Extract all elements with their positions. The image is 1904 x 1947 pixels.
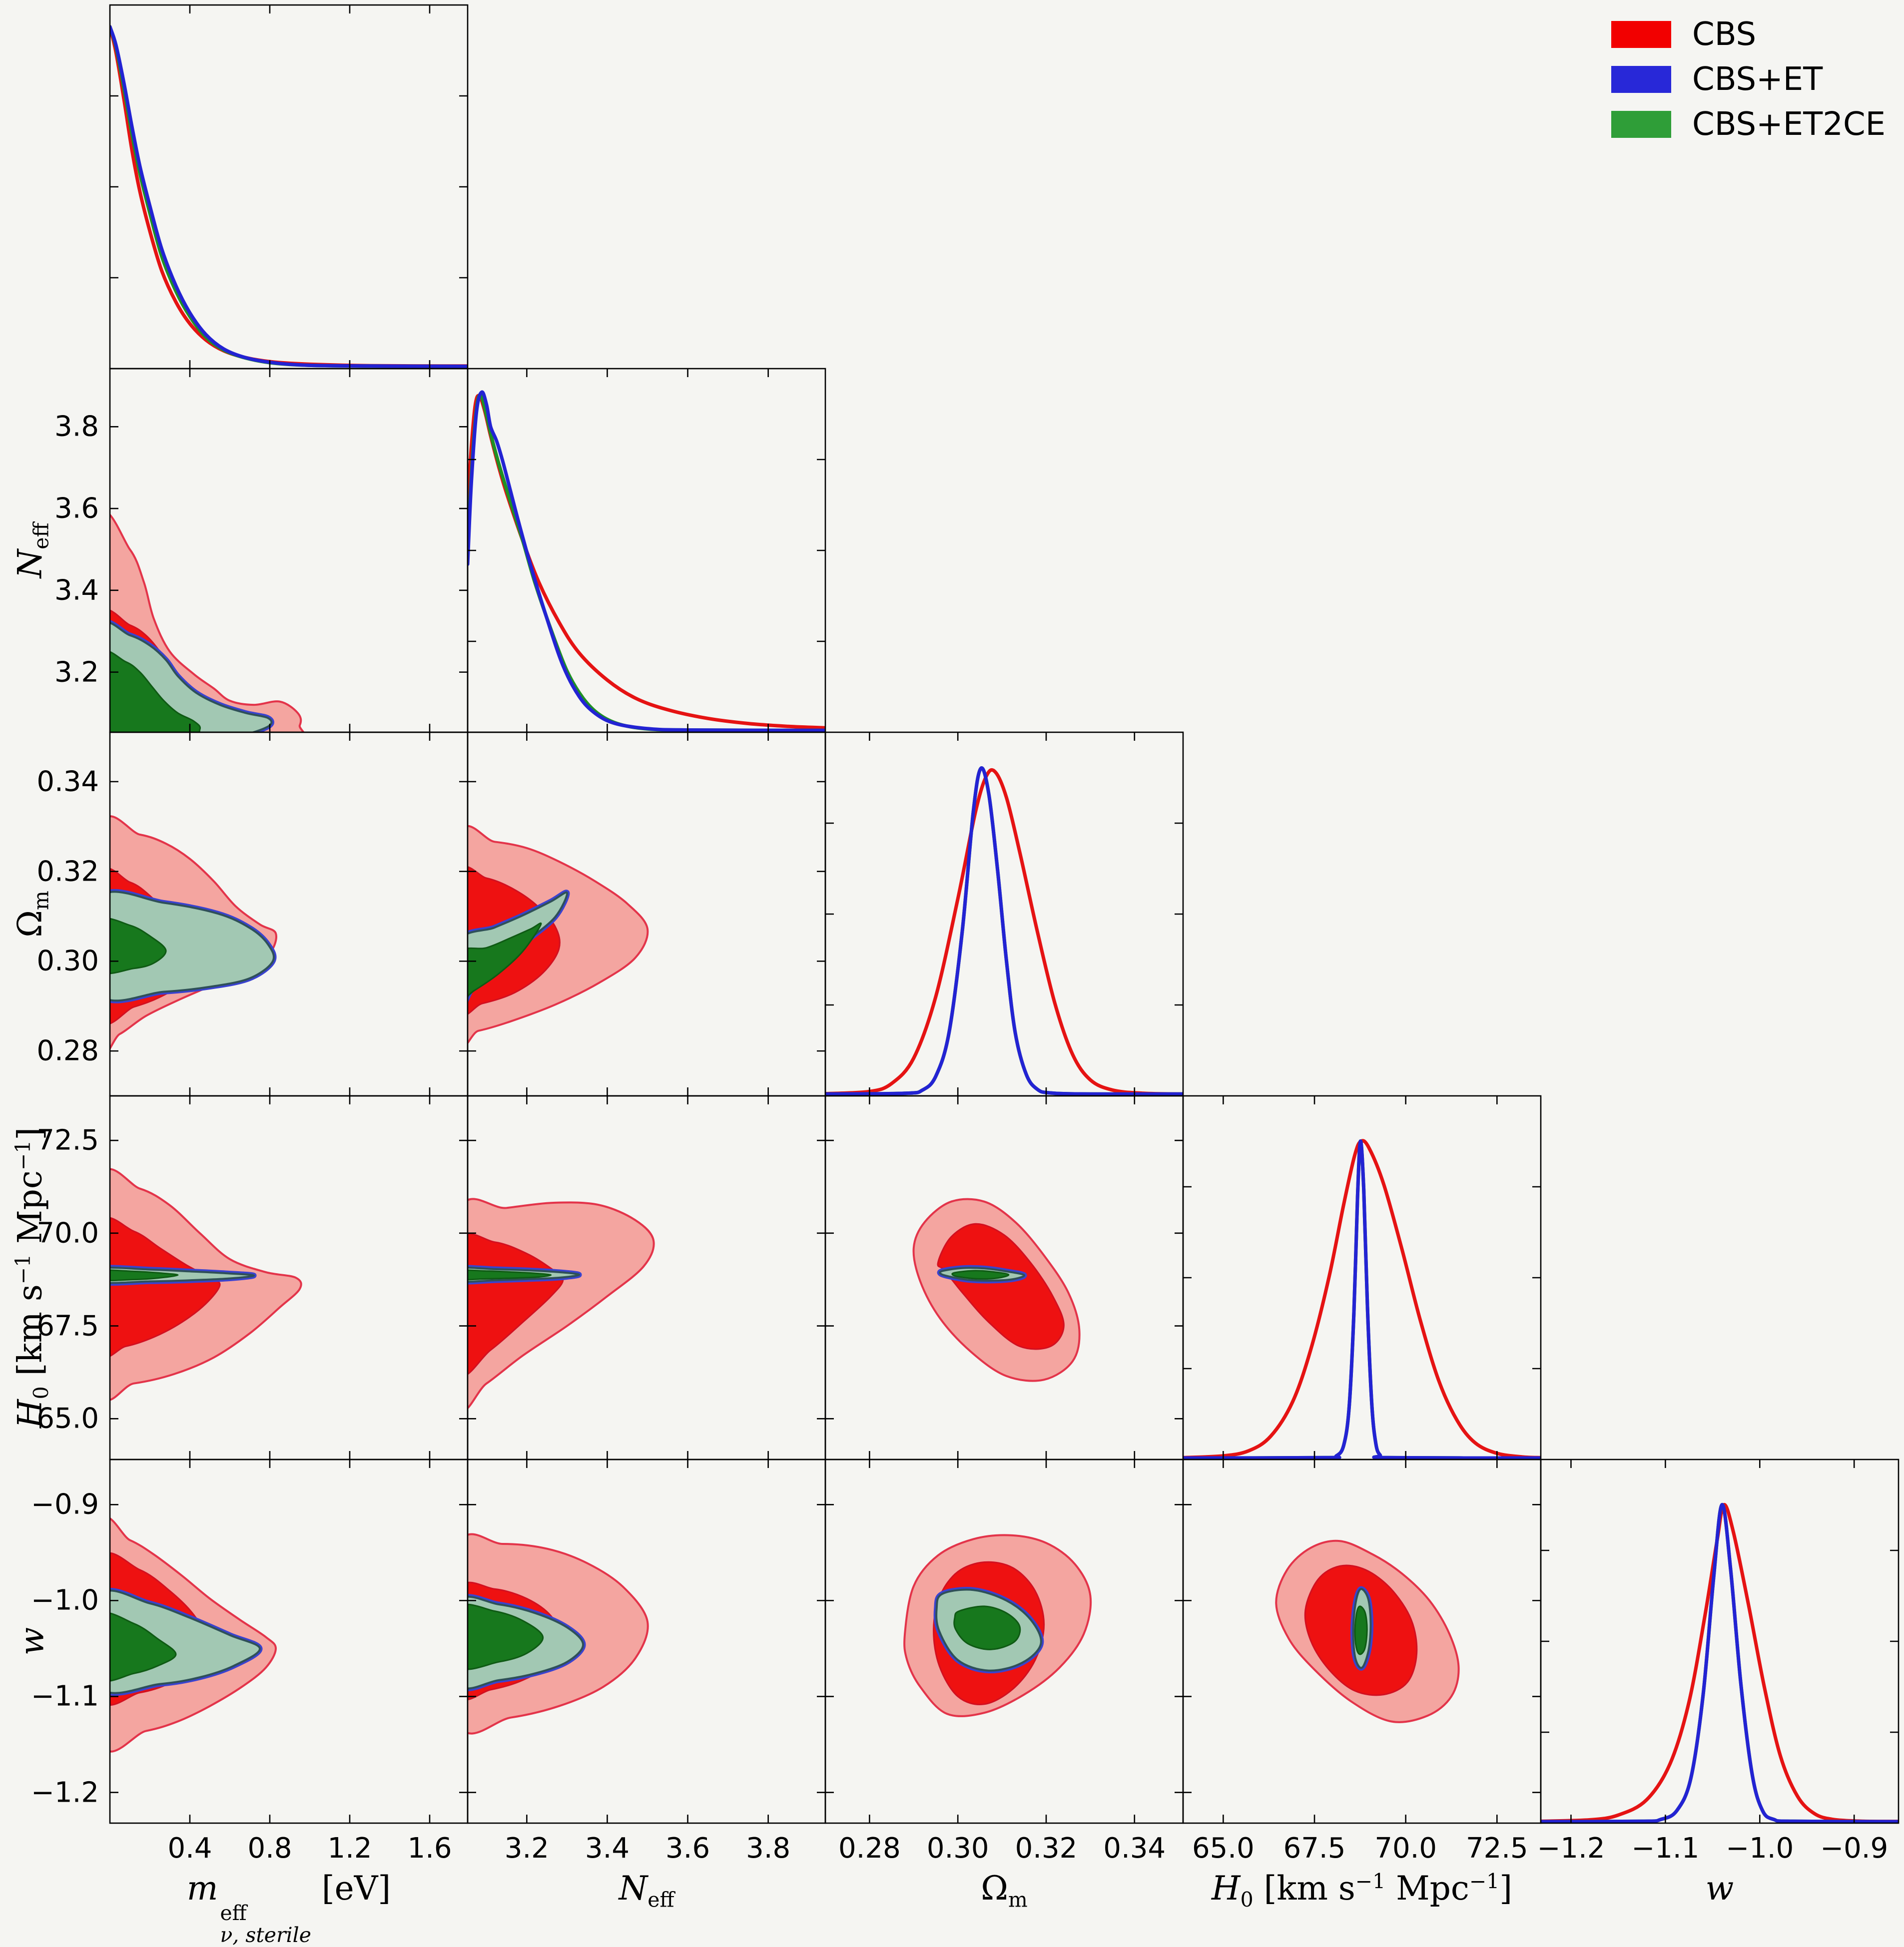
panel-w-neff [467, 1459, 826, 1824]
curve-cbs-et2ce-mnu [110, 25, 468, 368]
curve-cbs-et-neff [468, 390, 825, 732]
contour-cbs-et2ce-68 [1354, 1605, 1368, 1655]
contour-cbs-68 [110, 1217, 221, 1357]
x-tick-label-h0: 70.0 [1374, 1832, 1437, 1865]
legend: CBS CBS+ET CBS+ET2CE [1611, 16, 1886, 156]
y-axis-label-omegam: Ωm [10, 891, 53, 938]
legend-swatch-cbs-et2ce [1611, 111, 1671, 138]
legend-item-cbs-et: CBS+ET [1611, 61, 1886, 98]
y-tick-label-w: −1.1 [31, 1680, 99, 1713]
contour-cbs-et2ce-68 [468, 1269, 552, 1281]
curve-cbs-mnu [110, 25, 468, 368]
contour-cbs-et2ce-68 [110, 651, 201, 732]
plot-canvas [109, 4, 1900, 1824]
legend-item-cbs-et2ce: CBS+ET2CE [1611, 106, 1886, 143]
curve-cbs-et2ce-neff [468, 394, 825, 732]
y-axis-label-w: w [12, 1627, 51, 1656]
y-tick-label-neff: 3.4 [54, 574, 99, 607]
y-tick-label-h0: 65.0 [36, 1402, 99, 1435]
contour-cbs-et2ce-68 [110, 1269, 179, 1282]
legend-item-cbs: CBS [1611, 16, 1886, 53]
panel-w-omegam [824, 1459, 1184, 1824]
x-axis-label-w: w [1705, 1869, 1734, 1908]
contour-cbs-et2ce-68 [953, 1605, 1021, 1650]
y-tick-label-h0: 72.5 [36, 1124, 99, 1157]
x-tick-label-mnu: 1.2 [327, 1832, 372, 1865]
panel-neff-mnu [109, 368, 469, 733]
y-axis-label-neff: Neff [10, 522, 53, 578]
y-tick-label-neff: 3.8 [54, 410, 99, 443]
panel-h0-h0 [1182, 1095, 1542, 1460]
legend-label-cbs: CBS [1692, 16, 1757, 53]
legend-label-cbs-et2ce: CBS+ET2CE [1692, 106, 1886, 143]
x-tick-label-mnu: 0.8 [247, 1832, 292, 1865]
curve-cbs-et2ce-h0 [1183, 1139, 1541, 1460]
x-tick-label-w: −1.2 [1537, 1832, 1605, 1865]
y-tick-label-omegam: 0.32 [36, 855, 99, 888]
panel-frame [109, 4, 469, 370]
x-tick-label-h0: 65.0 [1192, 1832, 1255, 1865]
x-tick-label-neff: 3.8 [746, 1832, 791, 1865]
x-tick-label-h0: 72.5 [1465, 1832, 1528, 1865]
panel-h0-mnu [109, 1095, 469, 1460]
y-tick-label-h0: 67.5 [36, 1310, 99, 1343]
legend-label-cbs-et: CBS+ET [1692, 61, 1823, 98]
contour-cbs-et2ce-68 [110, 1612, 177, 1682]
x-tick-label-omegam: 0.34 [1103, 1832, 1166, 1865]
x-tick-label-neff: 3.4 [585, 1832, 630, 1865]
curve-cbs-et-h0 [1183, 1139, 1541, 1460]
x-tick-label-mnu: 0.4 [167, 1832, 212, 1865]
x-tick-label-omegam: 0.28 [838, 1832, 901, 1865]
y-tick-label-w: −1.2 [31, 1776, 99, 1809]
x-tick-label-w: −1.1 [1631, 1832, 1700, 1865]
y-tick-label-omegam: 0.34 [36, 765, 99, 798]
x-axis-label-mnu: m eff ν, sterile [eV] [186, 1869, 391, 1947]
contour-cbs-68 [937, 1223, 1065, 1350]
x-tick-label-omegam: 0.32 [1015, 1832, 1078, 1865]
y-tick-label-w: −0.9 [31, 1488, 99, 1521]
x-tick-label-h0: 67.5 [1283, 1832, 1346, 1865]
x-tick-label-mnu: 1.6 [407, 1832, 452, 1865]
panel-h0-neff [467, 1095, 826, 1460]
contour-cbs-et2ce-68 [468, 1603, 544, 1670]
curve-cbs-omegam [825, 768, 1183, 1096]
y-tick-label-neff: 3.2 [54, 656, 99, 689]
y-axis-label-h0: H0 [km s−1 Mpc−1] [10, 1127, 53, 1428]
curve-cbs-h0 [1183, 1139, 1541, 1460]
panel-mnu-mnu [109, 4, 469, 370]
contour-cbs-et2ce-68 [951, 1270, 1010, 1280]
curve-cbs-et-mnu [110, 25, 468, 368]
legend-swatch-cbs [1611, 21, 1671, 48]
curve-cbs-w [1541, 1503, 1899, 1823]
panel-omegam-omegam [824, 731, 1184, 1097]
curve-cbs-et-w [1541, 1503, 1899, 1823]
panel-h0-omegam [824, 1095, 1184, 1460]
corner-plot-figure: 0.4 0.8 1.2 1.6 m eff ν, sterile [eV] 3.2 3.4 3.6… [10, 4, 1900, 1946]
contour-cbs-et2ce-68 [468, 922, 542, 997]
y-tick-label-omegam: 0.30 [36, 945, 99, 977]
contour-cbs-et2ce-68 [110, 918, 167, 974]
panel-w-h0 [1182, 1459, 1542, 1824]
curve-cbs-et2ce-w [1541, 1503, 1899, 1823]
curve-cbs-et-omegam [825, 766, 1183, 1096]
x-tick-label-omegam: 0.30 [926, 1832, 989, 1865]
x-tick-label-neff: 3.6 [665, 1832, 710, 1865]
y-tick-label-neff: 3.6 [54, 492, 99, 525]
curve-cbs-neff [468, 394, 825, 730]
y-tick-label-w: −1.0 [31, 1584, 99, 1617]
x-tick-label-w: −0.9 [1820, 1832, 1889, 1865]
y-tick-label-h0: 70.0 [36, 1217, 99, 1250]
x-tick-label-w: −1.0 [1726, 1832, 1794, 1865]
panel-omegam-neff [467, 731, 826, 1097]
panel-w-mnu [109, 1459, 469, 1824]
y-tick-label-omegam: 0.28 [36, 1034, 99, 1067]
panel-w-w [1540, 1459, 1900, 1824]
label-stack: eff ν, sterile [220, 1901, 311, 1947]
panel-neff-neff [467, 368, 826, 733]
panel-frame [467, 368, 826, 733]
x-tick-label-neff: 3.2 [504, 1832, 549, 1865]
panel-omegam-mnu [109, 731, 469, 1097]
legend-swatch-cbs-et [1611, 66, 1671, 93]
